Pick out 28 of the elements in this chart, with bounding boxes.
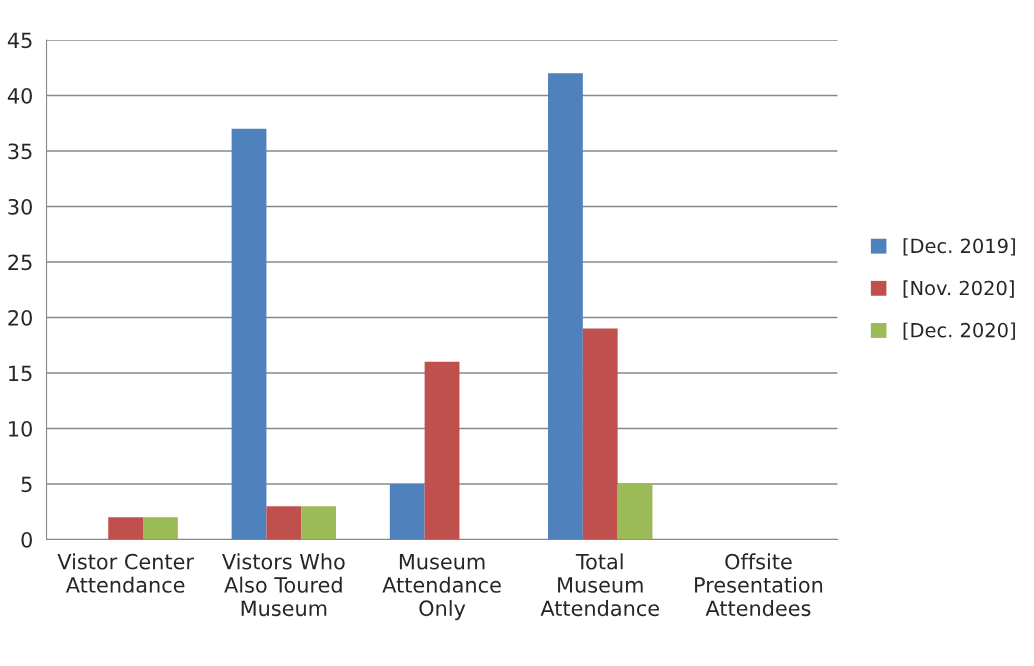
x-tick-label: Offsite Presentation Attendees bbox=[695, 553, 823, 617]
y-tick-label: 40 bbox=[7, 87, 32, 104]
bar bbox=[424, 361, 460, 540]
y-tick-label: 0 bbox=[21, 531, 32, 548]
y-tick-label: 25 bbox=[8, 254, 32, 271]
y-tick-label: 45 bbox=[7, 32, 32, 49]
legend-label: [Dec. 2020] bbox=[903, 322, 1015, 340]
legend-label: [Dec. 2019] bbox=[903, 238, 1015, 256]
y-tick-label: 5 bbox=[21, 476, 32, 493]
y-tick-label: 10 bbox=[9, 420, 32, 437]
bar bbox=[301, 506, 337, 540]
x-tick-label: Vistor Center Attendance bbox=[57, 553, 194, 593]
bar bbox=[582, 328, 618, 540]
x-tick-label: Total Museum Attendance bbox=[540, 553, 659, 617]
bar bbox=[266, 506, 302, 540]
x-tick-label: Museum Attendance Only bbox=[382, 553, 501, 621]
bar bbox=[389, 483, 425, 540]
x-tick-label: Vistors Who Also Toured Museum bbox=[222, 553, 345, 617]
bar bbox=[617, 483, 653, 540]
bar bbox=[143, 517, 178, 540]
y-tick-label: 30 bbox=[8, 198, 32, 215]
y-tick-label: 35 bbox=[8, 143, 32, 160]
y-tick-label: 15 bbox=[9, 365, 32, 382]
bar bbox=[108, 517, 144, 540]
y-tick-label: 20 bbox=[8, 309, 32, 326]
bar bbox=[548, 73, 583, 540]
legend-label: [Nov. 2020] bbox=[903, 280, 1014, 298]
bar bbox=[231, 128, 267, 540]
